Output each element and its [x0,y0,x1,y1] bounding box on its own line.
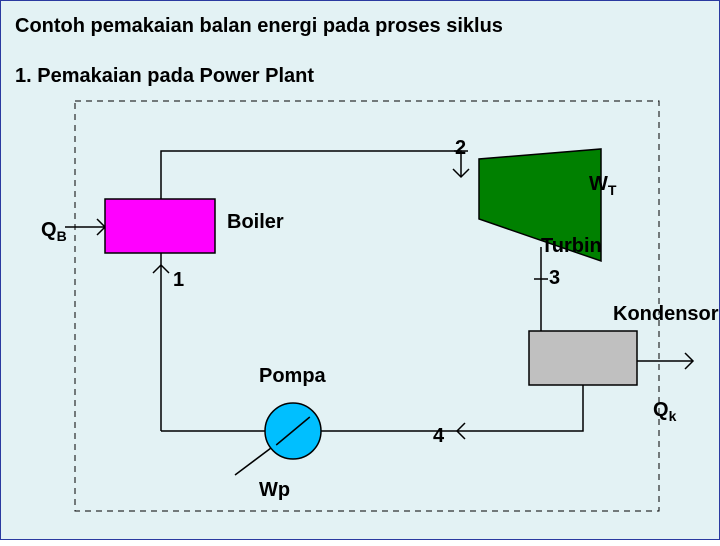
boiler-label: Boiler [227,211,284,234]
wp-label: Wp [259,479,290,502]
turbine-label: Turbin [541,235,602,258]
page-title: Contoh pemakaian balan energi pada prose… [15,15,503,38]
state-point-1: 1 [173,269,184,292]
condenser-box [529,331,637,385]
flow-boiler-to-2 [161,151,461,199]
boiler-box [105,199,215,253]
qk-label: Qk [653,399,676,424]
flow-cond-to-4 [457,385,583,431]
diagram-canvas: Contoh pemakaian balan energi pada prose… [0,0,720,540]
condenser-label: Kondensor [613,303,719,326]
section-title: 1. Pemakaian pada Power Plant [15,65,314,88]
pump-label: Pompa [259,365,326,388]
qb-label: QB [41,219,67,244]
state-point-4: 4 [433,425,444,448]
state-point-3: 3 [549,267,560,290]
wt-label: WT [589,173,616,198]
state-point-2: 2 [455,137,466,160]
